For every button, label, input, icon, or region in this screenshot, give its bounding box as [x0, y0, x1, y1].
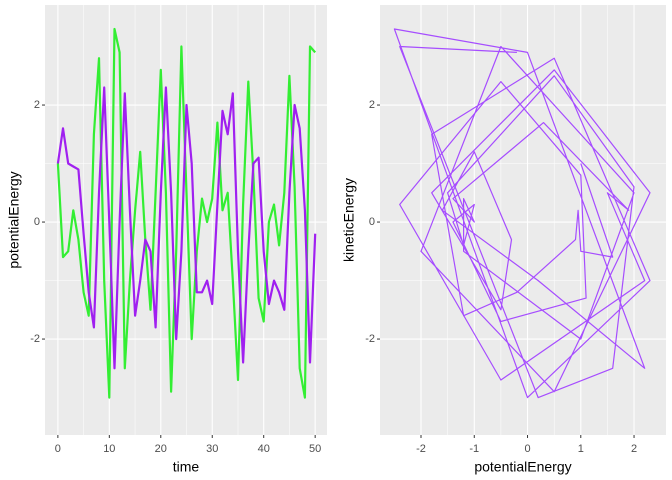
y-axis-title: potentialEnergy [6, 171, 22, 268]
y-tick-label: 0 [34, 216, 40, 228]
x-tick-label: 10 [103, 443, 115, 455]
x-tick-label: 20 [155, 443, 167, 455]
x-tick-label: -2 [416, 443, 426, 455]
series-line [56, 27, 317, 399]
series-line [56, 86, 317, 370]
x-axis-title: time [173, 459, 200, 475]
y-tick-label: 2 [34, 99, 40, 111]
panel-background [45, 5, 327, 435]
x-tick-label: -1 [469, 443, 479, 455]
y-tick-label: 0 [369, 216, 375, 228]
trajectory [393, 28, 651, 399]
y-tick-label: -2 [365, 333, 375, 345]
x-tick-label: 30 [206, 443, 218, 455]
x-tick-label: 50 [309, 443, 321, 455]
x-tick-label: 0 [55, 443, 61, 455]
x-axis-title: potentialEnergy [474, 459, 571, 475]
x-tick-label: 0 [524, 443, 530, 455]
x-tick-label: 40 [258, 443, 270, 455]
y-tick-label: 2 [369, 99, 375, 111]
x-tick-label: 2 [631, 443, 637, 455]
y-tick-label: -2 [30, 333, 40, 345]
x-tick-label: 1 [578, 443, 584, 455]
y-axis-title: kineticEnergy [341, 178, 357, 262]
panel-background [380, 5, 666, 435]
